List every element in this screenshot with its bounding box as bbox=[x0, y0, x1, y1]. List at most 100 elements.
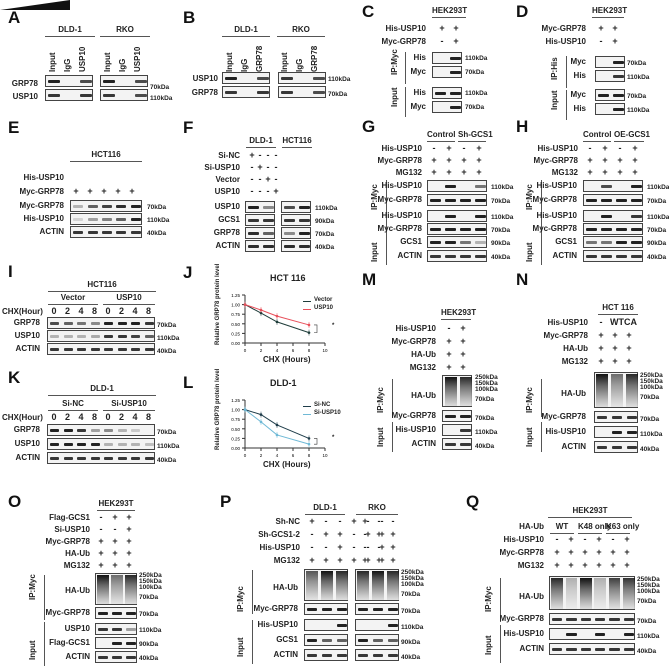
condition-label: MG132 bbox=[63, 561, 90, 570]
group-header: Control bbox=[583, 130, 611, 142]
condition-sign: - bbox=[618, 143, 622, 153]
lane-label: IgG bbox=[118, 58, 127, 72]
condition-sign: - bbox=[99, 524, 103, 534]
kda-marker: 70kDa bbox=[465, 69, 485, 76]
blot-box bbox=[281, 240, 311, 252]
condition-sign: + bbox=[112, 536, 118, 546]
blot-box bbox=[355, 619, 399, 631]
condition-sign: + bbox=[112, 512, 118, 522]
row-label: His-USP10 bbox=[503, 629, 544, 638]
condition-sign: + bbox=[309, 555, 315, 565]
band bbox=[50, 443, 60, 446]
condition-sign: + bbox=[587, 155, 593, 165]
band bbox=[63, 348, 73, 351]
section-bracket bbox=[252, 570, 253, 614]
condition-sign: - bbox=[462, 143, 466, 153]
condition-sign: + bbox=[461, 155, 467, 165]
group-header: Control bbox=[427, 130, 455, 142]
kda-marker: 90kDa bbox=[401, 639, 421, 646]
row-label: ACTIN bbox=[397, 251, 422, 260]
band bbox=[460, 255, 471, 258]
kda-marker: 100kDa bbox=[637, 588, 660, 595]
condition-sign: - bbox=[266, 186, 270, 196]
band bbox=[631, 215, 642, 218]
kda-marker: 40kDa bbox=[637, 648, 657, 655]
blot-box bbox=[245, 240, 275, 252]
row-label: Myc-GRP78 bbox=[541, 412, 586, 421]
band bbox=[90, 429, 100, 432]
condition-sign: + bbox=[101, 186, 107, 196]
band bbox=[112, 656, 122, 659]
condition-label: HA-Ub bbox=[519, 522, 544, 531]
band bbox=[135, 94, 147, 97]
time-axis-label: CHX(Hour) bbox=[2, 307, 43, 316]
band bbox=[144, 457, 154, 460]
band bbox=[566, 618, 577, 621]
band bbox=[263, 245, 274, 248]
condition-sign: + bbox=[365, 555, 371, 565]
condition-label: Myc-GRP78 bbox=[543, 331, 588, 340]
ubiquitin-smear bbox=[459, 377, 472, 406]
condition-sign: + bbox=[323, 555, 329, 565]
panel-label-n: N bbox=[516, 270, 529, 289]
blot-box bbox=[47, 343, 155, 355]
time-point: 0 bbox=[51, 412, 57, 422]
row-label: Myc-GRP78 bbox=[499, 614, 544, 623]
panel-label-c: C bbox=[362, 2, 375, 21]
section-label-input: Input bbox=[390, 87, 399, 107]
band bbox=[430, 199, 441, 202]
time-point: 0 bbox=[105, 306, 111, 316]
band bbox=[613, 75, 624, 78]
condition-sign: + bbox=[379, 542, 385, 552]
condition-sign: + bbox=[98, 548, 104, 558]
ubiquitin-smear bbox=[596, 374, 609, 407]
condition-sign: + bbox=[73, 186, 79, 196]
condition-sign: + bbox=[460, 336, 466, 346]
band bbox=[104, 443, 114, 446]
condition-sign: + bbox=[446, 336, 452, 346]
band bbox=[73, 205, 84, 208]
group-header: DLD-1 bbox=[246, 136, 276, 148]
band bbox=[307, 639, 318, 642]
band bbox=[460, 443, 471, 446]
time-point: 4 bbox=[78, 412, 84, 422]
condition-label: Si-NC bbox=[218, 151, 240, 160]
condition-sign: - bbox=[588, 143, 592, 153]
condition-sign: + bbox=[379, 529, 385, 539]
band bbox=[475, 185, 486, 188]
condition-sign: + bbox=[446, 362, 452, 372]
row-label: His-USP10 bbox=[381, 211, 422, 220]
band bbox=[623, 618, 634, 621]
blot-box bbox=[594, 372, 638, 408]
group-header: HCT116 bbox=[282, 136, 312, 148]
kda-marker: 70kDa bbox=[491, 227, 511, 234]
band bbox=[445, 228, 456, 231]
band bbox=[609, 648, 620, 651]
blot-box bbox=[304, 619, 348, 631]
row-label: HA-Ub bbox=[273, 583, 298, 592]
cell-line-header: HEK293T bbox=[441, 308, 476, 320]
condition-label: USP10 bbox=[214, 187, 240, 196]
condition-sign: + bbox=[554, 547, 560, 557]
condition-sign: + bbox=[376, 555, 382, 565]
kda-marker: 70kDa bbox=[139, 594, 159, 601]
time-point: 2 bbox=[64, 306, 70, 316]
lane-label: Input bbox=[48, 52, 57, 72]
time-point: 4 bbox=[132, 306, 138, 316]
row-label: USP10 bbox=[12, 92, 38, 101]
row-label: ACTIN bbox=[561, 442, 586, 451]
svg-text:1.00: 1.00 bbox=[231, 408, 240, 413]
group-header: Si-USP10 bbox=[103, 399, 155, 411]
condition-sign: + bbox=[568, 534, 574, 544]
blot-box bbox=[355, 649, 399, 661]
row-label: ACTIN bbox=[552, 251, 577, 260]
band bbox=[48, 80, 60, 83]
condition-label: His-USP10 bbox=[259, 543, 300, 552]
ubiquitin-smear bbox=[357, 571, 370, 600]
kda-marker: 100kDa bbox=[640, 384, 663, 391]
kda-marker: 70kDa bbox=[640, 394, 660, 401]
kda-marker: 110kDa bbox=[401, 624, 424, 631]
kda-marker: 250kDa bbox=[637, 576, 660, 583]
row-label: Myc-GRP78 bbox=[532, 195, 577, 204]
condition-sign: - bbox=[324, 542, 328, 552]
